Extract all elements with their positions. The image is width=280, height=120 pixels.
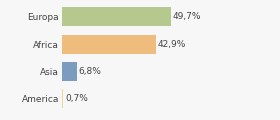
Text: 42,9%: 42,9% (158, 39, 186, 48)
Bar (62, 89, 63, 108)
Text: 49,7%: 49,7% (173, 12, 201, 21)
Text: 0,7%: 0,7% (65, 94, 88, 103)
Bar (62, 7, 171, 26)
Bar (62, 35, 156, 54)
Bar (62, 62, 76, 81)
Text: 6,8%: 6,8% (78, 67, 101, 76)
